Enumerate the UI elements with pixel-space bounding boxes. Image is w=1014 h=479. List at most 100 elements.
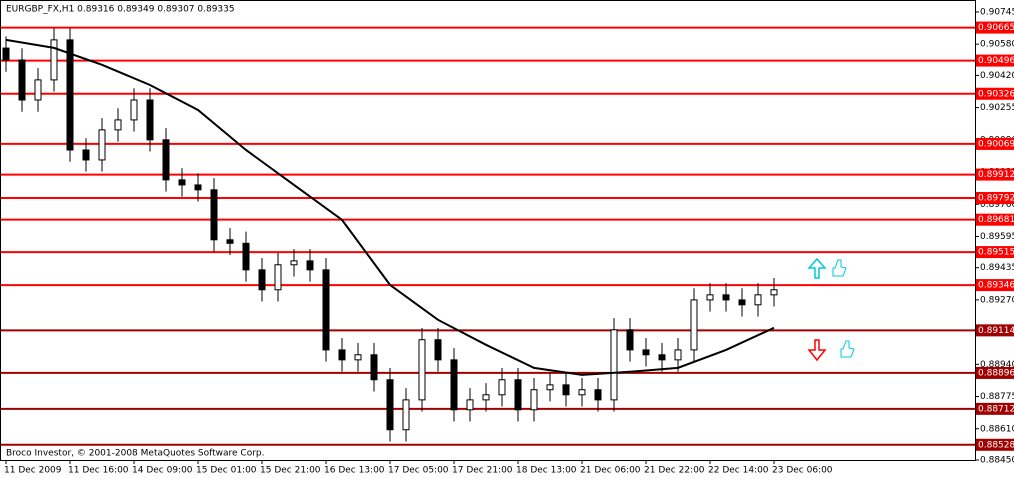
candle-body — [98, 129, 106, 161]
level-label: 0.88528 — [978, 440, 1014, 450]
candle-body — [2, 47, 10, 61]
candle-body — [322, 269, 330, 351]
candle-body — [178, 179, 186, 186]
y-tick-label: 0.89595 — [980, 232, 1014, 242]
candle-body — [18, 59, 26, 101]
level-label: 0.88712 — [978, 404, 1014, 414]
level-label: 0.89792 — [978, 194, 1014, 204]
y-tick-label: 0.89270 — [980, 295, 1014, 305]
x-tick-label: 17 Dec 21:00 — [452, 466, 513, 476]
level-label: 0.89346 — [978, 281, 1014, 291]
level-label-box — [976, 438, 1014, 451]
y-tick-label: 0.88450 — [980, 456, 1014, 466]
candle-body — [450, 359, 458, 411]
candle-body — [530, 389, 538, 411]
level-label-box — [976, 324, 1014, 337]
candle-body — [338, 349, 346, 361]
level-label-box — [976, 87, 1014, 100]
candle-body — [562, 384, 570, 396]
y-tick-label: 0.89760 — [980, 200, 1014, 210]
chart-title: EURGBP_FX,H1 0.89316 0.89349 0.89307 0.8… — [6, 5, 235, 15]
signal-up — [807, 257, 847, 279]
candle-body — [146, 99, 154, 141]
level-label-box — [976, 137, 1014, 150]
candle-body — [626, 329, 634, 351]
candle-body — [210, 189, 218, 241]
candle-body — [546, 384, 554, 391]
candle-body — [738, 299, 746, 306]
level-label: 0.90069 — [978, 139, 1014, 149]
level-label-box — [976, 402, 1014, 415]
y-tick-label: 0.89435 — [980, 263, 1014, 273]
level-label: 0.90665 — [978, 23, 1014, 33]
candle-body — [306, 260, 314, 271]
y-tick-label: 0.90255 — [980, 103, 1014, 113]
x-tick-label: 14 Dec 09:00 — [132, 466, 193, 476]
candle-body — [466, 399, 474, 411]
candle-body — [130, 99, 138, 121]
x-tick-label: 21 Dec 22:00 — [644, 466, 705, 476]
y-tick-label: 0.90420 — [980, 71, 1014, 81]
candle-body — [66, 39, 74, 151]
level-label-box — [976, 279, 1014, 292]
signal-down — [807, 339, 855, 362]
candle-body — [674, 349, 682, 361]
candle-body — [82, 149, 90, 161]
candle-body — [754, 294, 762, 306]
level-label: 0.90496 — [978, 56, 1014, 66]
candle-body — [594, 389, 602, 401]
candle-body — [258, 269, 266, 291]
candle-body — [386, 379, 394, 431]
y-tick-label: 0.88775 — [980, 392, 1014, 402]
level-label-box — [976, 246, 1014, 259]
x-tick-label: 18 Dec 13:00 — [516, 466, 577, 476]
candle-body — [418, 339, 426, 401]
y-tick-label: 0.90580 — [980, 40, 1014, 50]
candle-body — [610, 329, 618, 401]
candle-body — [114, 119, 122, 131]
level-label: 0.89681 — [978, 215, 1014, 225]
candle-body — [498, 379, 506, 396]
candle-body — [642, 349, 650, 356]
candle-body — [722, 294, 730, 301]
x-tick-label: 17 Dec 05:00 — [388, 466, 449, 476]
candle-body — [434, 339, 442, 361]
x-tick-label: 15 Dec 01:00 — [196, 466, 257, 476]
candle-body — [162, 139, 170, 181]
level-label-box — [976, 168, 1014, 181]
candle-body — [706, 294, 714, 301]
moving-average — [5, 38, 775, 376]
candle-body — [514, 379, 522, 411]
copyright: Broco Investor, © 2001-2008 MetaQuotes S… — [6, 449, 265, 459]
plot-frame — [0, 0, 976, 461]
level-label-box — [976, 54, 1014, 67]
y-tick-label: 0.88940 — [980, 360, 1014, 370]
level-label-box — [976, 213, 1014, 226]
level-label: 0.89912 — [978, 170, 1014, 180]
candle-body — [242, 242, 250, 271]
candle-body — [770, 289, 778, 296]
level-label: 0.89114 — [978, 326, 1014, 336]
level-label-box — [976, 192, 1014, 205]
candle-body — [482, 394, 490, 401]
x-tick-label: 16 Dec 13:00 — [324, 466, 385, 476]
level-label: 0.90326 — [978, 89, 1014, 99]
candle-body — [370, 354, 378, 381]
x-tick-label: 11 Dec 16:00 — [68, 466, 129, 476]
level-label: 0.89515 — [978, 248, 1014, 258]
x-tick-label: 11 Dec 2009 — [4, 466, 62, 476]
level-label-box — [976, 366, 1014, 379]
x-tick-label: 15 Dec 21:00 — [260, 466, 321, 476]
candle-body — [34, 79, 42, 101]
level-label: 0.88896 — [978, 368, 1014, 378]
x-tick-label: 21 Dec 06:00 — [580, 466, 641, 476]
candle-body — [274, 264, 282, 291]
x-tick-label: 23 Dec 06:00 — [772, 466, 833, 476]
candle-body — [194, 184, 202, 191]
candle-body — [354, 354, 362, 361]
candle-body — [690, 299, 698, 351]
y-tick-label: 0.90745 — [980, 7, 1014, 17]
candle-body — [290, 260, 298, 266]
candle-body — [658, 354, 666, 361]
candle-body — [226, 239, 234, 244]
